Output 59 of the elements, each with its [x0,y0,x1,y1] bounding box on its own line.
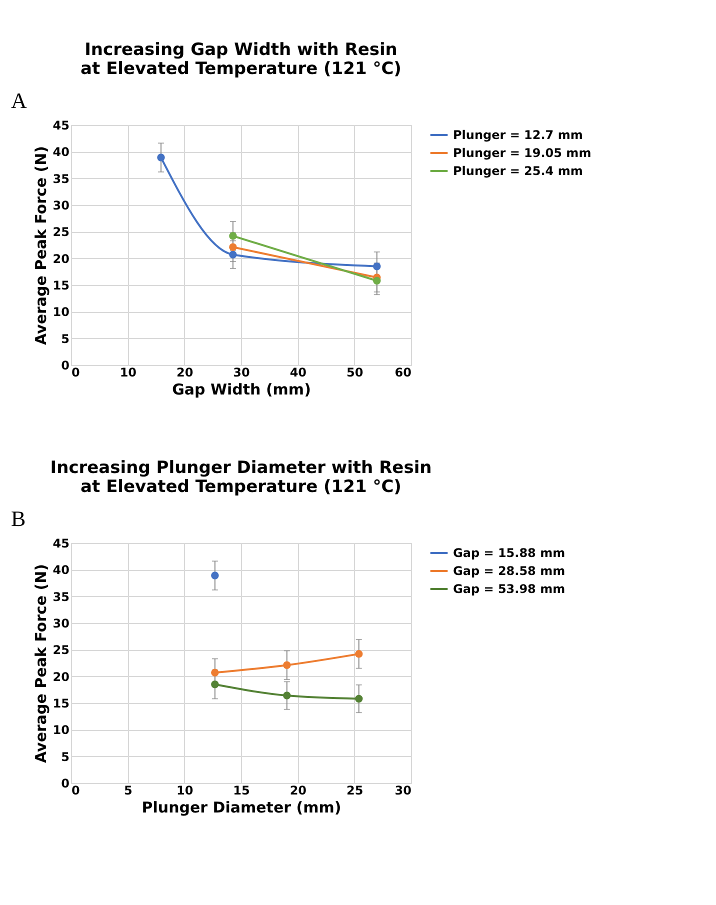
point [283,661,291,669]
point [229,243,237,251]
y-tick-label: 40 [52,145,70,160]
legend-label: Gap = 53.98 mm [453,582,566,596]
y-tick-label: 25 [52,225,70,240]
y-tick-label: 35 [52,172,70,186]
x-tick-label: 0 [72,366,80,380]
point [229,232,237,240]
y-axis-title: Average Peak Force (N) [32,564,50,764]
point [229,250,237,258]
y-tick-label: 40 [52,563,70,578]
x-tick-label: 30 [394,784,412,798]
x-axis-title: Gap Width (mm) [172,380,311,398]
y-tick-label: 30 [52,198,70,212]
point [211,668,219,676]
point [211,572,219,580]
y-tick-label: 10 [52,305,70,320]
x-tick-label: 40 [290,366,307,380]
y-tick-label: 25 [52,643,70,658]
text: B [11,506,26,531]
point [354,694,363,703]
point [157,154,165,162]
y-tick-label: 20 [52,252,70,266]
point [373,262,381,270]
legend-label: Plunger = 12.7 mm [453,128,583,142]
y-axis-title: Average Peak Force (N) [32,146,50,346]
chart-title: Increasing Plunger Diameter with Resin at Elevated Temperature (121 °C) [50,458,432,497]
point [373,276,381,285]
y-tick-label: 5 [61,750,70,764]
y-tick-label: 45 [52,536,70,550]
point [354,650,363,658]
legend-label: Plunger = 19.05 mm [453,146,592,160]
x-tick-label: 50 [346,366,364,380]
y-tick-label: 5 [61,332,70,346]
x-tick-label: 30 [233,366,250,380]
x-tick-label: 5 [124,784,132,798]
legend-label: Gap = 28.58 mm [453,564,566,578]
point [211,680,219,688]
legend-label: Plunger = 25.4 mm [453,164,583,178]
y-tick-label: 15 [52,278,70,292]
x-tick-label: 20 [176,366,194,380]
legend-label: Gap = 15.88 mm [453,546,566,560]
x-tick-label: 15 [233,784,250,798]
x-tick-label: 0 [72,784,80,798]
y-tick-label: 15 [52,696,70,710]
x-tick-label: 20 [290,784,307,798]
y-tick-label: 45 [52,118,70,132]
text: A [11,88,27,113]
y-tick-label: 30 [52,616,70,630]
x-tick-label: 10 [176,784,194,798]
y-tick-label: 35 [52,590,70,604]
x-tick-label: 25 [346,784,364,798]
x-tick-label: 60 [394,366,412,380]
y-tick-label: 20 [52,670,70,684]
y-tick-label: 10 [52,723,70,738]
point [283,692,291,700]
chart-title: Increasing Gap Width with Resin at Elevated Temperature (121 °C) [80,40,402,79]
x-axis-title: Plunger Diameter (mm) [142,798,342,816]
x-tick-label: 10 [120,366,137,380]
